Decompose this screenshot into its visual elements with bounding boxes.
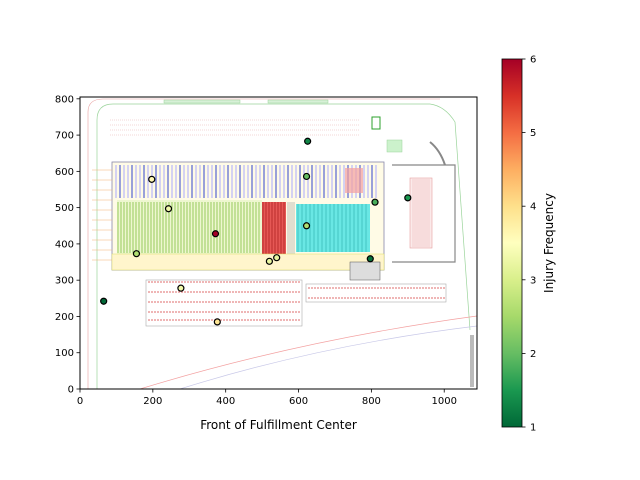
x-tick-label: 800 [362,396,381,407]
y-tick-label: 200 [55,312,74,323]
y-tick-label: 300 [55,276,74,287]
colorbar-tick-label: 2 [530,349,536,360]
y-tick-label: 600 [55,167,74,178]
injury-point [302,172,311,181]
y-tick-label: 400 [55,239,74,250]
x-axis-label: Front of Fulfillment Center [200,418,357,432]
injury-point [213,318,221,326]
colorbar-tick-label: 6 [530,55,536,66]
injury-point [211,230,220,238]
x-tick-label: 0 [77,396,83,407]
injury-point [148,175,156,183]
colorbar-label: Injury Frequency [542,193,556,293]
injury-point [304,137,312,145]
colorbar-tick-label: 5 [530,128,536,139]
x-tick-label: 1000 [431,396,456,407]
y-tick-label: 100 [55,348,74,359]
colorbar [501,58,523,428]
x-axis: 0 200 400 600 800 1000 [77,389,457,407]
injury-point [132,250,141,258]
injury-point [177,284,185,292]
colorbar-axis: 1 2 3 4 5 6 [522,55,536,434]
y-tick-label: 800 [55,94,74,105]
x-tick-label: 600 [289,396,308,407]
injury-point [265,257,273,265]
injury-point [273,254,281,262]
colorbar-tick-label: 1 [530,423,536,434]
injury-point [404,194,412,202]
plot-frame [79,96,478,390]
x-tick-label: 200 [143,396,162,407]
injury-point [164,205,173,213]
x-tick-label: 400 [216,396,235,407]
colorbar-tick-label: 4 [530,202,536,213]
injury-point [371,198,379,206]
colorbar-tick-label: 3 [530,275,536,286]
y-tick-label: 700 [55,131,74,142]
floor-plan-image [80,97,477,389]
y-axis: 0 100 200 300 400 500 600 700 800 [55,94,80,396]
injury-point [100,297,108,305]
data-points [100,137,412,326]
y-tick-label: 500 [55,203,74,214]
injury-point [302,222,311,230]
injury-point [366,255,374,263]
y-tick-label: 0 [68,385,74,396]
